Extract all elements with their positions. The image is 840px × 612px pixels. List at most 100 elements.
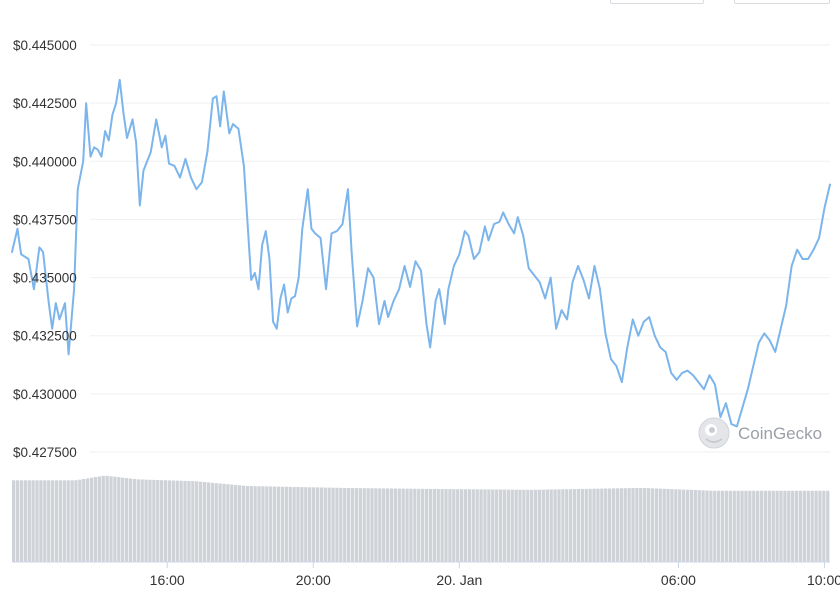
volume-bar bbox=[311, 487, 316, 562]
volume-bar bbox=[144, 479, 148, 562]
volume-bar bbox=[343, 487, 347, 562]
volume-bar bbox=[767, 490, 771, 562]
volume-bar bbox=[163, 480, 168, 562]
volume-bar bbox=[222, 483, 226, 562]
volume-bar bbox=[350, 488, 355, 562]
volume-bar bbox=[93, 477, 98, 562]
volume-bar bbox=[783, 490, 787, 562]
volume-bar bbox=[179, 480, 183, 562]
volume-bar bbox=[195, 481, 199, 562]
y-tick-label-1: $0.430000 bbox=[13, 387, 77, 402]
volume-bar bbox=[518, 489, 522, 562]
volume-bar bbox=[78, 479, 82, 562]
volume-bar bbox=[428, 488, 433, 562]
volume-bar bbox=[362, 488, 366, 562]
volume-bar bbox=[444, 489, 448, 562]
volume-bar bbox=[619, 488, 623, 562]
volume-bar bbox=[604, 488, 608, 562]
volume-bar bbox=[136, 479, 140, 562]
y-tick-label-6: $0.442500 bbox=[13, 96, 77, 111]
volume-bar bbox=[121, 477, 125, 562]
volume-bar bbox=[685, 489, 690, 562]
volume-bar bbox=[826, 490, 830, 562]
volume-bar bbox=[463, 489, 468, 562]
volume-bar bbox=[705, 490, 709, 562]
volume-bar bbox=[70, 480, 74, 562]
volume-bar bbox=[580, 488, 584, 562]
volume-bar bbox=[557, 489, 561, 562]
volume-bar bbox=[650, 488, 655, 562]
volume-bar bbox=[615, 488, 620, 562]
volume-bar bbox=[627, 488, 631, 562]
volume-bar bbox=[744, 490, 748, 562]
volume-bar bbox=[654, 488, 659, 562]
volume-bar bbox=[822, 490, 826, 562]
volume-bar bbox=[171, 480, 175, 562]
volume-bar bbox=[728, 490, 733, 562]
volume-bar bbox=[588, 488, 592, 562]
volume-bar bbox=[327, 487, 331, 562]
volume-bar bbox=[771, 490, 775, 562]
range-selector-button-left[interactable] bbox=[610, 0, 704, 4]
volume-bar bbox=[366, 488, 370, 562]
volume-bar bbox=[498, 489, 503, 562]
coingecko-watermark: CoinGecko bbox=[698, 417, 822, 449]
volume-bar bbox=[331, 487, 335, 562]
volume-bar bbox=[354, 488, 359, 562]
volume-bar bbox=[479, 489, 483, 562]
volume-bar bbox=[794, 490, 799, 562]
volume-bar bbox=[66, 480, 70, 562]
volume-bar bbox=[736, 490, 740, 562]
volume-bar bbox=[234, 484, 238, 562]
volume-bar bbox=[681, 489, 686, 562]
volume-bar bbox=[346, 487, 351, 562]
volume-bar bbox=[409, 488, 413, 562]
coingecko-logo-icon bbox=[698, 417, 730, 449]
volume-bar bbox=[47, 480, 51, 562]
volume-bar bbox=[265, 486, 269, 562]
volume-bar bbox=[175, 480, 179, 562]
volume-bar bbox=[288, 486, 292, 562]
volume-bar bbox=[82, 478, 86, 562]
volume-bar bbox=[631, 488, 635, 562]
volume-bar bbox=[643, 488, 647, 562]
volume-bar bbox=[152, 479, 156, 562]
volume-bar bbox=[140, 479, 144, 562]
y-tick-label-3: $0.435000 bbox=[13, 271, 77, 286]
volume-bar bbox=[397, 488, 401, 562]
volume-bar bbox=[335, 487, 339, 562]
volume-bar bbox=[775, 490, 779, 562]
volume-bar bbox=[105, 475, 109, 562]
volume-bar bbox=[101, 475, 105, 562]
volume-bar bbox=[600, 488, 604, 562]
volume-bar bbox=[752, 490, 756, 562]
volume-bar bbox=[405, 488, 409, 562]
volume-bar bbox=[639, 487, 643, 562]
volume-bar bbox=[607, 488, 612, 562]
volume-bar bbox=[487, 489, 491, 562]
volume-bar bbox=[97, 476, 101, 562]
y-axis-labels: $0.427500 $0.430000 $0.432500 $0.435000 $0.4… bbox=[13, 38, 77, 460]
volume-bar bbox=[74, 480, 78, 562]
volume-bar bbox=[230, 484, 234, 562]
volume-bar bbox=[148, 479, 152, 562]
volume-bar bbox=[779, 490, 783, 562]
volume-bar bbox=[701, 490, 705, 562]
volume-bar bbox=[315, 487, 320, 562]
volume-bar bbox=[89, 477, 94, 562]
volume-bar bbox=[401, 488, 405, 562]
volume-bar bbox=[156, 480, 160, 562]
volume-bar bbox=[378, 488, 382, 562]
volume-bar bbox=[160, 480, 164, 562]
volume-bar bbox=[214, 483, 218, 562]
range-selector-button-right[interactable] bbox=[734, 0, 830, 4]
volume-bar bbox=[810, 490, 814, 562]
volume-bar bbox=[483, 489, 487, 562]
volume-bar bbox=[304, 487, 308, 562]
volume-bar bbox=[467, 489, 472, 562]
volume-bar bbox=[319, 487, 324, 562]
volume-bar bbox=[413, 488, 417, 562]
x-tick-label-3: 06:00 bbox=[661, 572, 696, 588]
